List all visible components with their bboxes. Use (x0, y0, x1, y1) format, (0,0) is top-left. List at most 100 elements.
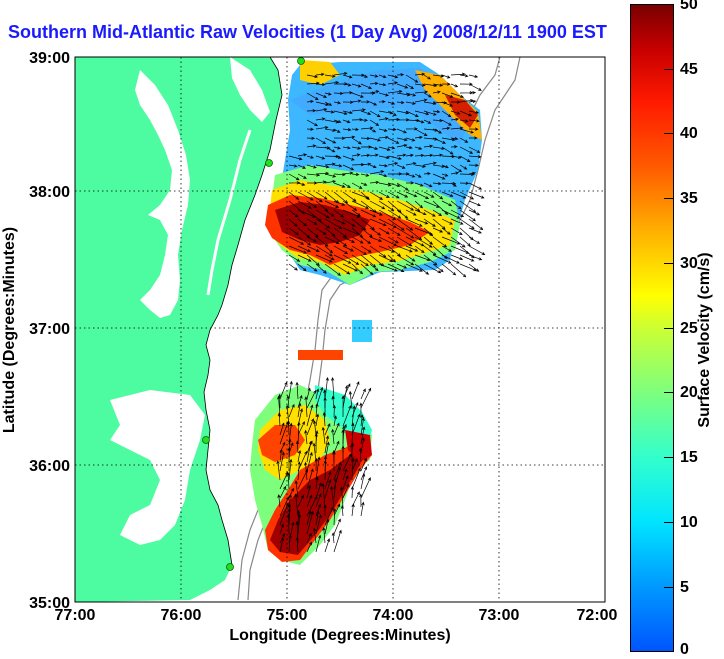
velocity-arrow (351, 99, 362, 103)
colorbar-tick-label: 15 (680, 449, 698, 466)
velocity-arrow (333, 254, 352, 264)
velocity-arrow (414, 182, 424, 187)
velocity-arrow (333, 440, 340, 454)
velocity-arrow (441, 209, 461, 219)
velocity-arrow (351, 413, 361, 436)
velocity-arrow (351, 218, 367, 231)
velocity-arrow (297, 191, 314, 201)
y-tick-label: 36:00 (29, 458, 70, 475)
velocity-arrow (342, 245, 354, 252)
velocity-arrow (378, 92, 389, 97)
velocity-arrow (306, 263, 318, 272)
velocity-arrow (432, 118, 444, 123)
velocity-arrow (306, 99, 314, 104)
velocity-arrow (295, 536, 299, 553)
velocity-arrow (324, 227, 336, 237)
velocity-arrow (441, 137, 456, 142)
velocity-arrow (387, 182, 401, 188)
velocity-arrow (414, 173, 422, 178)
velocity-arrow (360, 153, 371, 157)
velocity-arrow (278, 393, 282, 409)
velocity-arrow (405, 263, 423, 272)
velocity-arrow (450, 171, 460, 175)
velocity-arrow (333, 101, 342, 105)
velocity-arrow (459, 74, 469, 78)
velocity-arrow (369, 101, 378, 106)
velocity-arrow (351, 263, 364, 275)
velocity-arrow (314, 432, 318, 454)
velocity-arrow (387, 209, 402, 219)
velocity-arrow (387, 137, 400, 144)
velocity-arrow (423, 92, 432, 98)
velocity-arrow (351, 127, 359, 132)
velocity-arrow (405, 153, 414, 157)
velocity-arrow (297, 263, 307, 272)
velocity-arrow (369, 236, 383, 242)
velocity-arrow (387, 191, 400, 199)
velocity-arrow (315, 413, 320, 427)
velocity-arrow (295, 381, 299, 400)
velocity-arrow (423, 161, 437, 166)
velocity-arrow (333, 119, 342, 124)
velocity-arrow (360, 173, 370, 177)
velocity-arrow (294, 480, 299, 499)
velocity-arrow (324, 173, 337, 178)
velocity-arrow (441, 126, 451, 130)
velocity-arrow (306, 155, 314, 159)
velocity-arrow (314, 457, 318, 472)
velocity-arrow (342, 83, 352, 87)
velocity-arrow (332, 449, 336, 472)
velocity-arrow (378, 100, 386, 104)
velocity-arrow (297, 461, 301, 481)
velocity-arrow (342, 135, 356, 139)
velocity-arrow (306, 496, 318, 517)
velocity-arrow (459, 110, 473, 117)
velocity-arrow (306, 119, 319, 127)
velocity-arrow (304, 461, 308, 481)
bay-water (135, 70, 190, 318)
velocity-arrow (279, 441, 286, 454)
velocity-arrow (279, 448, 283, 463)
velocity-arrow (333, 200, 346, 206)
velocity-arrow (360, 118, 369, 122)
velocity-arrow (351, 200, 370, 209)
velocity-arrow (279, 451, 285, 472)
x-tick-label: 73:00 (479, 607, 520, 624)
velocity-arrow (441, 101, 454, 107)
velocity-arrow (315, 117, 326, 121)
y-tick-labels: 39:00 38:00 37:00 36:00 35:00 (29, 50, 70, 612)
velocity-arrow (324, 377, 329, 400)
velocity-arrow (324, 471, 332, 490)
velocity-arrow (468, 146, 481, 153)
velocity-arrow (342, 254, 360, 265)
velocity-arrow (405, 137, 416, 142)
velocity-arrow (306, 468, 314, 490)
coastal-outline (203, 57, 283, 566)
velocity-arrow (378, 191, 390, 198)
velocity-arrow (276, 460, 281, 481)
velocity-arrow (459, 155, 471, 162)
velocity-arrow (405, 162, 417, 166)
station-marker (202, 436, 210, 444)
velocity-arrow (414, 90, 429, 94)
velocity-arrow (331, 428, 335, 445)
velocity-arrow (333, 518, 341, 535)
velocity-arrow (306, 387, 311, 400)
velocity-arrow (441, 173, 449, 177)
velocity-arrow (333, 227, 348, 238)
velocity-arrow (324, 137, 337, 144)
velocity-arrow (342, 164, 355, 171)
velocity-arrow (360, 388, 366, 400)
velocity-arrow (306, 227, 319, 238)
velocity-arrow (359, 402, 363, 418)
velocity-arrow (351, 118, 363, 122)
velocity-arrow (468, 83, 482, 91)
velocity-arrow (423, 218, 436, 227)
velocity-arrow (459, 146, 474, 154)
velocity-arrow (306, 109, 317, 113)
velocity-arrow (306, 200, 318, 208)
velocity-field-mid (298, 320, 372, 360)
velocity-arrow (441, 263, 457, 276)
velocity-arrow (378, 200, 395, 212)
velocity-arrow (432, 191, 444, 200)
